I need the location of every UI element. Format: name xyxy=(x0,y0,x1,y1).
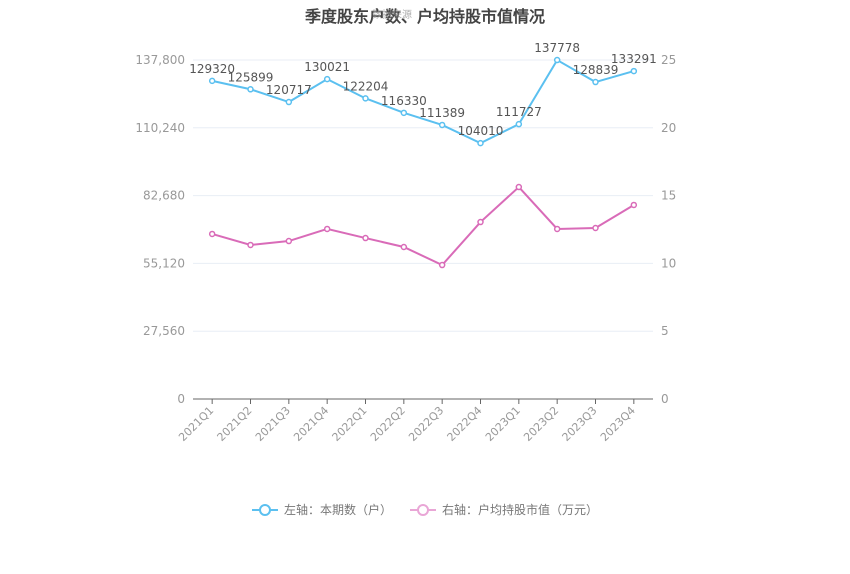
legend-label-right: 右轴：户均持股市值（万元） xyxy=(442,503,599,517)
chart-title: 季度股东户数、户均持股市值情况 xyxy=(304,7,545,26)
series-line xyxy=(211,185,635,267)
x-axis-label: 2023Q4 xyxy=(598,404,638,444)
data-point[interactable] xyxy=(515,120,523,128)
x-axis-label: 2021Q2 xyxy=(215,404,255,444)
x-axis-label: 2022Q3 xyxy=(406,404,446,444)
data-label: 125899 xyxy=(228,70,274,84)
data-point[interactable] xyxy=(477,139,484,147)
x-axis-label: 2023Q2 xyxy=(521,404,561,444)
left-axis-tick: 55,120 xyxy=(143,256,185,270)
data-point[interactable] xyxy=(323,75,331,83)
right-axis-tick: 25 xyxy=(661,53,676,67)
right-axis-tick: 10 xyxy=(661,256,676,270)
x-axis-label: 2022Q4 xyxy=(445,404,485,444)
data-label: 111389 xyxy=(419,106,465,120)
data-label: 130021 xyxy=(304,60,350,74)
data-point[interactable] xyxy=(285,98,293,106)
data-point[interactable] xyxy=(592,224,599,232)
data-point[interactable] xyxy=(553,225,561,233)
data-point[interactable] xyxy=(477,218,484,226)
data-label: 133291 xyxy=(611,52,657,66)
data-point[interactable] xyxy=(208,230,216,238)
series-line xyxy=(211,58,635,145)
data-label: 116330 xyxy=(381,94,427,108)
left-axis-tick: 0 xyxy=(177,392,185,406)
left-axis-tick: 110,240 xyxy=(135,121,185,135)
x-axis-label: 2021Q3 xyxy=(253,404,293,444)
right-axis-tick: 0 xyxy=(661,392,669,406)
line-marker-icon xyxy=(251,503,278,517)
data-point[interactable] xyxy=(438,261,446,269)
data-label: 128839 xyxy=(573,63,619,77)
data-label: 111727 xyxy=(496,105,542,119)
data-point[interactable] xyxy=(362,95,369,102)
x-axis-label: 2021Q4 xyxy=(291,404,331,444)
right-axis-tick: 20 xyxy=(661,121,676,135)
right-axis-tick: 15 xyxy=(661,189,676,203)
data-point[interactable] xyxy=(592,78,599,86)
x-axis-label: 2021Q1 xyxy=(176,404,216,444)
legend: 左轴：本期数（户） 右轴：户均持股市值（万元） xyxy=(0,501,850,518)
data-point[interactable] xyxy=(400,109,408,117)
data-point[interactable] xyxy=(323,225,331,233)
x-axis-label: 2023Q3 xyxy=(560,404,600,444)
data-point[interactable] xyxy=(208,77,216,85)
data-label: 122204 xyxy=(343,79,389,93)
data-point[interactable] xyxy=(630,67,638,75)
data-point[interactable] xyxy=(400,243,408,251)
data-label: 137778 xyxy=(534,41,580,55)
x-axis-label: 2022Q1 xyxy=(330,404,370,444)
data-label: 120717 xyxy=(266,83,312,97)
data-point[interactable] xyxy=(515,183,523,191)
x-axis-label: 2022Q2 xyxy=(368,404,408,444)
legend-item-right-axis[interactable]: 右轴：户均持股市值（万元） xyxy=(410,501,598,518)
data-point[interactable] xyxy=(630,201,638,209)
x-axis-label: 2023Q1 xyxy=(483,404,523,444)
left-axis-tick: 82,680 xyxy=(143,189,185,203)
watermark: 数据来源 xyxy=(372,10,412,21)
right-axis-tick: 5 xyxy=(661,324,669,338)
data-point[interactable] xyxy=(438,121,446,129)
data-label: 104010 xyxy=(458,124,504,138)
data-point[interactable] xyxy=(553,56,561,64)
data-point[interactable] xyxy=(285,237,293,245)
legend-label-left: 左轴：本期数（户） xyxy=(283,503,392,517)
left-axis-tick: 27,560 xyxy=(143,324,185,338)
data-label: 129320 xyxy=(189,62,235,76)
left-axis-tick: 137,800 xyxy=(135,53,185,67)
data-point[interactable] xyxy=(247,86,254,93)
data-point[interactable] xyxy=(247,241,254,249)
data-point[interactable] xyxy=(362,234,369,242)
line-marker-icon xyxy=(410,503,436,517)
legend-item-left-axis[interactable]: 左轴：本期数（户） xyxy=(251,501,392,518)
